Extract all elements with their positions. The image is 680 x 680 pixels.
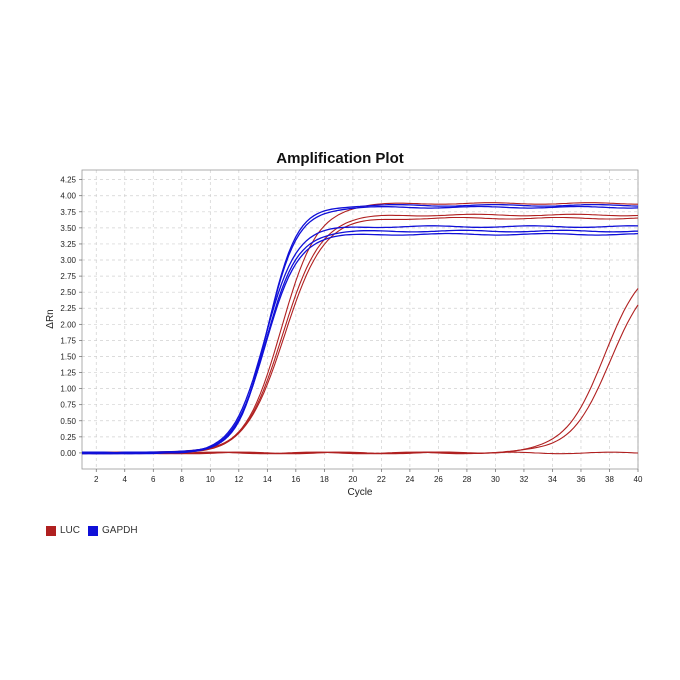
chart-title: Amplification Plot [276, 150, 404, 167]
y-axis-label: ΔRn [45, 309, 56, 328]
series-line-gapdh [82, 205, 639, 455]
y-tick-label: 2.25 [60, 304, 76, 313]
grid [82, 170, 639, 469]
x-tick-label: 30 [491, 475, 500, 484]
y-tick-label: 4.25 [60, 176, 76, 185]
x-tick-label: 6 [151, 475, 156, 484]
series-line-gapdh [82, 225, 639, 455]
y-tick-label: 3.00 [60, 256, 76, 265]
x-tick-label: 28 [462, 475, 471, 484]
x-tick-label: 22 [377, 475, 386, 484]
y-tick-label: 3.75 [60, 208, 76, 217]
legend-item-gapdh: GAPDH [88, 525, 138, 536]
plot-area [81, 169, 639, 470]
series-line-luc [81, 202, 638, 455]
x-tick-label: 12 [234, 475, 243, 484]
series-line-gapdh [81, 229, 639, 455]
series-line-luc [81, 288, 639, 455]
y-tick-label: 0.00 [60, 449, 76, 458]
x-tick-label: 18 [320, 475, 329, 484]
series-line-luc [81, 213, 639, 455]
x-tick-label: 38 [605, 475, 614, 484]
x-tick-label: 32 [519, 475, 528, 484]
series-group [81, 202, 639, 455]
y-tick-label: 3.50 [60, 224, 76, 233]
legend-swatch-gapdh [88, 525, 99, 536]
x-tick-label: 14 [263, 475, 272, 484]
legend-item-luc: LUC [46, 525, 80, 536]
x-tick-label: 36 [577, 475, 586, 484]
x-tick-label: 8 [180, 475, 185, 484]
y-tick-label: 2.00 [60, 320, 76, 329]
y-tick-label: 0.50 [60, 417, 76, 426]
x-tick-label: 34 [548, 475, 557, 484]
y-tick-label: 1.50 [60, 352, 76, 361]
x-tick-label: 40 [634, 475, 643, 484]
x-tick-label: 2 [94, 475, 99, 484]
y-tick-label: 1.25 [60, 369, 76, 378]
y-tick-label: 2.75 [60, 272, 76, 281]
x-tick-label: 26 [434, 475, 443, 484]
tick-labels: 2 4 6 8 10 12 14 16 18 20 22 24 26 28 30 32 34 36 38 400.00… [60, 176, 643, 484]
y-tick-label: 1.75 [60, 336, 76, 345]
series-line-luc [81, 304, 639, 455]
y-tick-label: 2.50 [60, 288, 76, 297]
series-line-gapdh [81, 203, 639, 455]
x-tick-label: 4 [123, 475, 128, 484]
y-tick-label: 1.00 [60, 385, 76, 394]
y-tick-label: 0.25 [60, 433, 76, 442]
legend-label-luc: LUC [60, 525, 81, 536]
x-tick-label: 24 [405, 475, 414, 484]
y-tick-label: 4.00 [60, 192, 76, 201]
x-tick-label: 10 [206, 475, 215, 484]
x-tick-label: 20 [348, 475, 357, 484]
y-tick-label: 3.25 [60, 240, 76, 249]
x-axis-label: Cycle [347, 487, 372, 498]
legend: LUC GAPDH [46, 525, 146, 536]
legend-label-gapdh: GAPDH [102, 525, 138, 536]
x-tick-label: 16 [291, 475, 300, 484]
y-tick-label: 0.75 [60, 401, 76, 410]
legend-swatch-luc [46, 525, 56, 536]
series-line-luc [81, 216, 639, 455]
